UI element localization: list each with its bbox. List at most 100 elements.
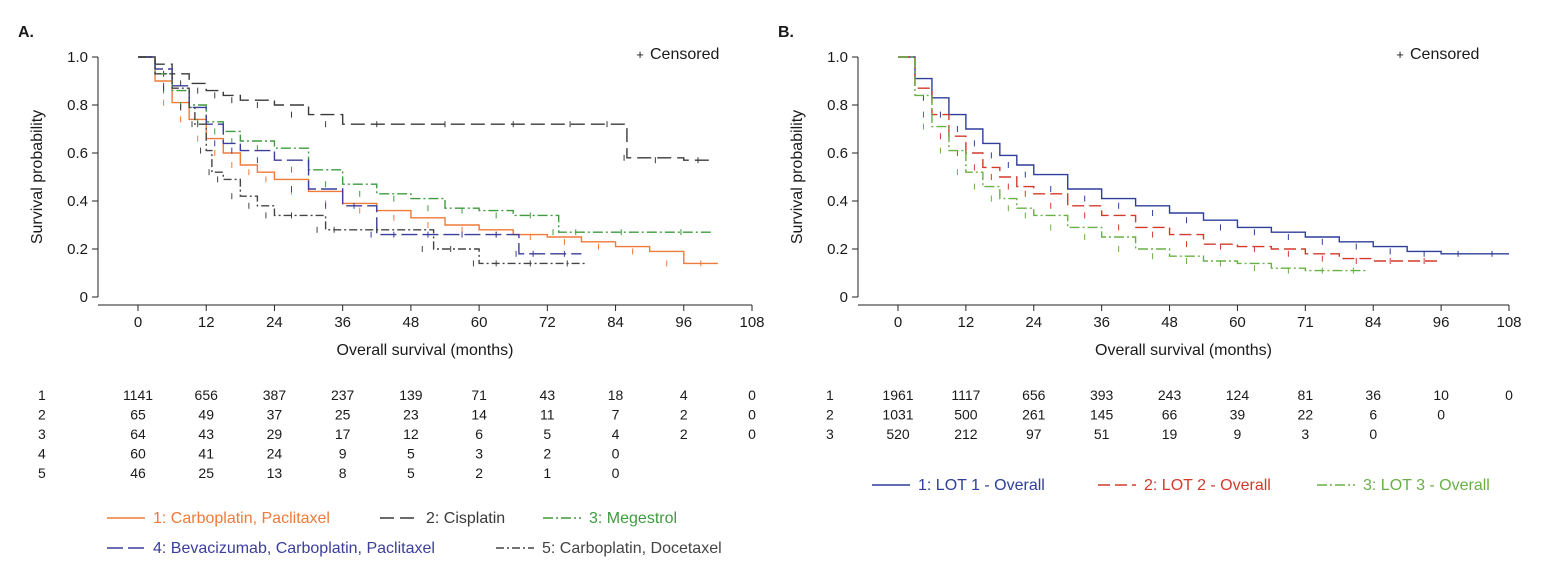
- series-line-1: [138, 56, 718, 265]
- risk-cell: 212: [954, 426, 978, 442]
- y-axis-title: Survival probability: [29, 110, 46, 244]
- series-line-4: [138, 56, 582, 255]
- series-line-2: [138, 56, 713, 161]
- risk-cell: 23: [403, 407, 419, 423]
- legend-label-5: 5: Carboplatin, Docetaxel: [542, 540, 722, 557]
- risk-cell: 10: [1433, 387, 1449, 403]
- x-tick-label: 24: [1025, 314, 1042, 331]
- y-tick-label: 0.2: [827, 241, 848, 258]
- risk-cell: 243: [1158, 387, 1182, 403]
- legend-label-3: 3: Megestrol: [589, 510, 677, 527]
- panel-label: B.: [778, 24, 794, 41]
- risk-cell: 71: [471, 387, 487, 403]
- x-tick-label: 96: [675, 314, 692, 331]
- y-tick-label: 0.4: [827, 193, 848, 210]
- x-tick-label: 0: [134, 314, 142, 331]
- x-tick-label: 108: [1496, 314, 1521, 331]
- x-tick-label: 96: [1433, 314, 1450, 331]
- risk-cell: 500: [954, 407, 978, 423]
- y-tick-label: 0.2: [67, 241, 88, 258]
- risk-row-label: 4: [38, 446, 46, 462]
- risk-cell: 139: [399, 387, 423, 403]
- risk-cell: 6: [1369, 407, 1377, 423]
- risk-cell: 8: [339, 465, 347, 481]
- risk-cell: 5: [407, 446, 415, 462]
- risk-cell: 24: [267, 446, 283, 462]
- x-axis-title: Overall survival (months): [337, 342, 514, 359]
- risk-cell: 261: [1022, 407, 1046, 423]
- series-line-2: [898, 56, 1442, 262]
- risk-row-label: 1: [38, 387, 46, 403]
- risk-cell: 520: [886, 426, 910, 442]
- risk-cell: 9: [339, 446, 347, 462]
- risk-cell: 0: [748, 407, 756, 423]
- risk-cell: 18: [608, 387, 624, 403]
- risk-cell: 0: [1505, 387, 1513, 403]
- risk-cell: 1: [543, 465, 551, 481]
- risk-cell: 656: [195, 387, 219, 403]
- risk-cell: 6: [475, 426, 483, 442]
- y-tick-label: 0: [80, 289, 88, 306]
- risk-cell: 43: [198, 426, 214, 442]
- risk-cell: 81: [1298, 387, 1314, 403]
- censor-mark-symbol: +: [1396, 47, 1404, 62]
- legend-label-2: 2: LOT 2 - Overall: [1144, 477, 1271, 494]
- x-tick-label: 60: [471, 314, 488, 331]
- risk-cell: 2: [543, 446, 551, 462]
- risk-cell: 387: [263, 387, 287, 403]
- risk-cell: 25: [335, 407, 351, 423]
- risk-cell: 7: [612, 407, 620, 423]
- y-tick-label: 0.6: [827, 145, 848, 162]
- risk-cell: 14: [471, 407, 487, 423]
- risk-cell: 19: [1162, 426, 1178, 442]
- y-tick-label: 0: [840, 289, 848, 306]
- risk-cell: 43: [540, 387, 556, 403]
- risk-cell: 1031: [882, 407, 913, 423]
- risk-cell: 0: [612, 465, 620, 481]
- risk-cell: 3: [1301, 426, 1309, 442]
- y-tick-label: 0.4: [67, 193, 88, 210]
- series-line-3: [898, 56, 1368, 272]
- series-line-3: [138, 56, 713, 233]
- x-tick-label: 36: [1093, 314, 1110, 331]
- risk-cell: 41: [198, 446, 214, 462]
- risk-cell: 0: [748, 426, 756, 442]
- risk-cell: 17: [335, 426, 351, 442]
- y-axis-title: Survival probability: [789, 110, 806, 244]
- risk-cell: 393: [1090, 387, 1114, 403]
- risk-cell: 66: [1162, 407, 1178, 423]
- risk-row-label: 2: [826, 407, 834, 423]
- x-tick-label: 60: [1229, 314, 1246, 331]
- x-tick-label: 12: [958, 314, 975, 331]
- panel-label: A.: [18, 24, 34, 41]
- panel-b: B.00.20.40.60.81.00 12 24 36 48 60 71 84 96 108Ov…: [778, 24, 1522, 494]
- censor-mark-symbol: +: [636, 47, 644, 62]
- x-tick-label: 0: [894, 314, 902, 331]
- risk-cell: 13: [267, 465, 283, 481]
- x-tick-label: 71: [1297, 314, 1314, 331]
- x-tick-label: 84: [1365, 314, 1382, 331]
- risk-cell: 0: [1369, 426, 1377, 442]
- legend-label-3: 3: LOT 3 - Overall: [1363, 477, 1490, 494]
- risk-cell: 29: [267, 426, 283, 442]
- risk-cell: 5: [543, 426, 551, 442]
- legend-label-4: 4: Bevacizumab, Carboplatin, Paclitaxel: [153, 540, 435, 557]
- risk-cell: 11: [540, 407, 555, 423]
- y-tick-label: 0.6: [67, 145, 88, 162]
- risk-cell: 0: [748, 387, 756, 403]
- x-tick-label: 72: [539, 314, 556, 331]
- x-tick-label: 48: [1161, 314, 1178, 331]
- risk-cell: 237: [331, 387, 355, 403]
- risk-row-label: 2: [38, 407, 46, 423]
- x-tick-label: 12: [198, 314, 215, 331]
- risk-cell: 5: [407, 465, 415, 481]
- series-line-5: [138, 56, 588, 265]
- censored-label: Censored: [1410, 46, 1479, 63]
- risk-cell: 2: [475, 465, 483, 481]
- x-tick-label: 36: [334, 314, 351, 331]
- risk-cell: 1141: [123, 387, 153, 403]
- risk-cell: 12: [403, 426, 419, 442]
- series-line-1: [898, 56, 1509, 255]
- risk-cell: 1117: [951, 387, 980, 403]
- risk-cell: 145: [1090, 407, 1114, 423]
